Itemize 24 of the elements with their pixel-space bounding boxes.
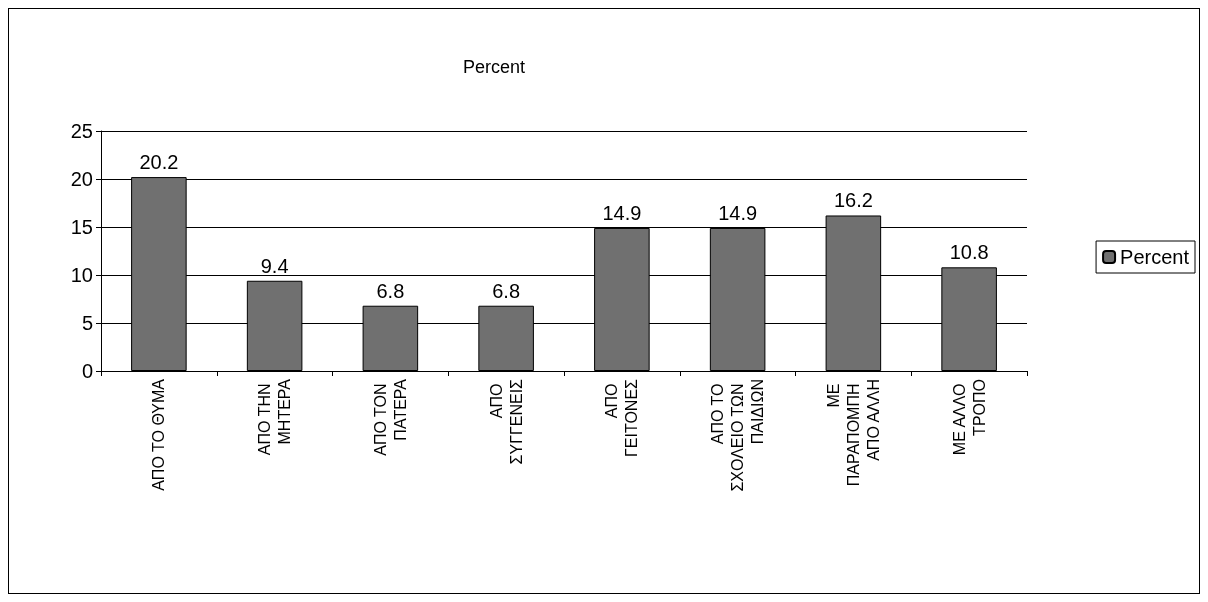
data-label: 6.8: [376, 279, 405, 302]
chart-title: Percent: [462, 57, 526, 77]
x-tick-label: ΑΠΟ ΣΥΓΓΕΝΕΙΣ: [487, 378, 525, 465]
y-tick-label: 25: [70, 120, 93, 142]
x-tick-label: ΑΠΟ ΤΟ ΣΧΟΛΕΙΟ ΤΩΝ ΠΑΙΔΙΩΝ: [709, 379, 767, 492]
x-tick-label: ΜΕ ΑΛΛΟ ΤΡΟΠΟ: [950, 379, 988, 456]
y-tick-label: 10: [70, 264, 93, 286]
x-tick-label: ΑΠΟ ΤΟ ΘΥΜΑ: [150, 378, 168, 491]
data-label: 20.2: [139, 151, 179, 174]
x-tick-label: ΑΠΟ ΤΟΝ ΠΑΤΕΡΑ: [371, 378, 409, 456]
y-tick-label: 20: [70, 168, 93, 190]
data-label: 10.8: [949, 241, 989, 264]
data-label: 9.4: [260, 254, 289, 277]
x-tick-label: ΜΕ ΠΑΡΑΠΟΜΠΗ ΑΠΟ ΑΛΛΗ: [824, 379, 882, 487]
y-tick-label: 5: [81, 312, 93, 334]
legend-label: Percent: [1120, 246, 1190, 268]
data-label: 6.8: [492, 279, 521, 302]
data-label: 16.2: [833, 189, 873, 212]
data-label: 14.9: [602, 201, 642, 224]
x-tick-label: ΑΠΟ ΤΗΝ ΜΗΤΕΡΑ: [256, 378, 294, 456]
y-tick-label: 0: [81, 360, 93, 382]
y-tick-label: 15: [70, 216, 93, 238]
data-label: 14.9: [718, 201, 758, 224]
x-tick-label: ΑΠΟ ΓΕΙΤΟΝΕΣ: [603, 378, 641, 457]
